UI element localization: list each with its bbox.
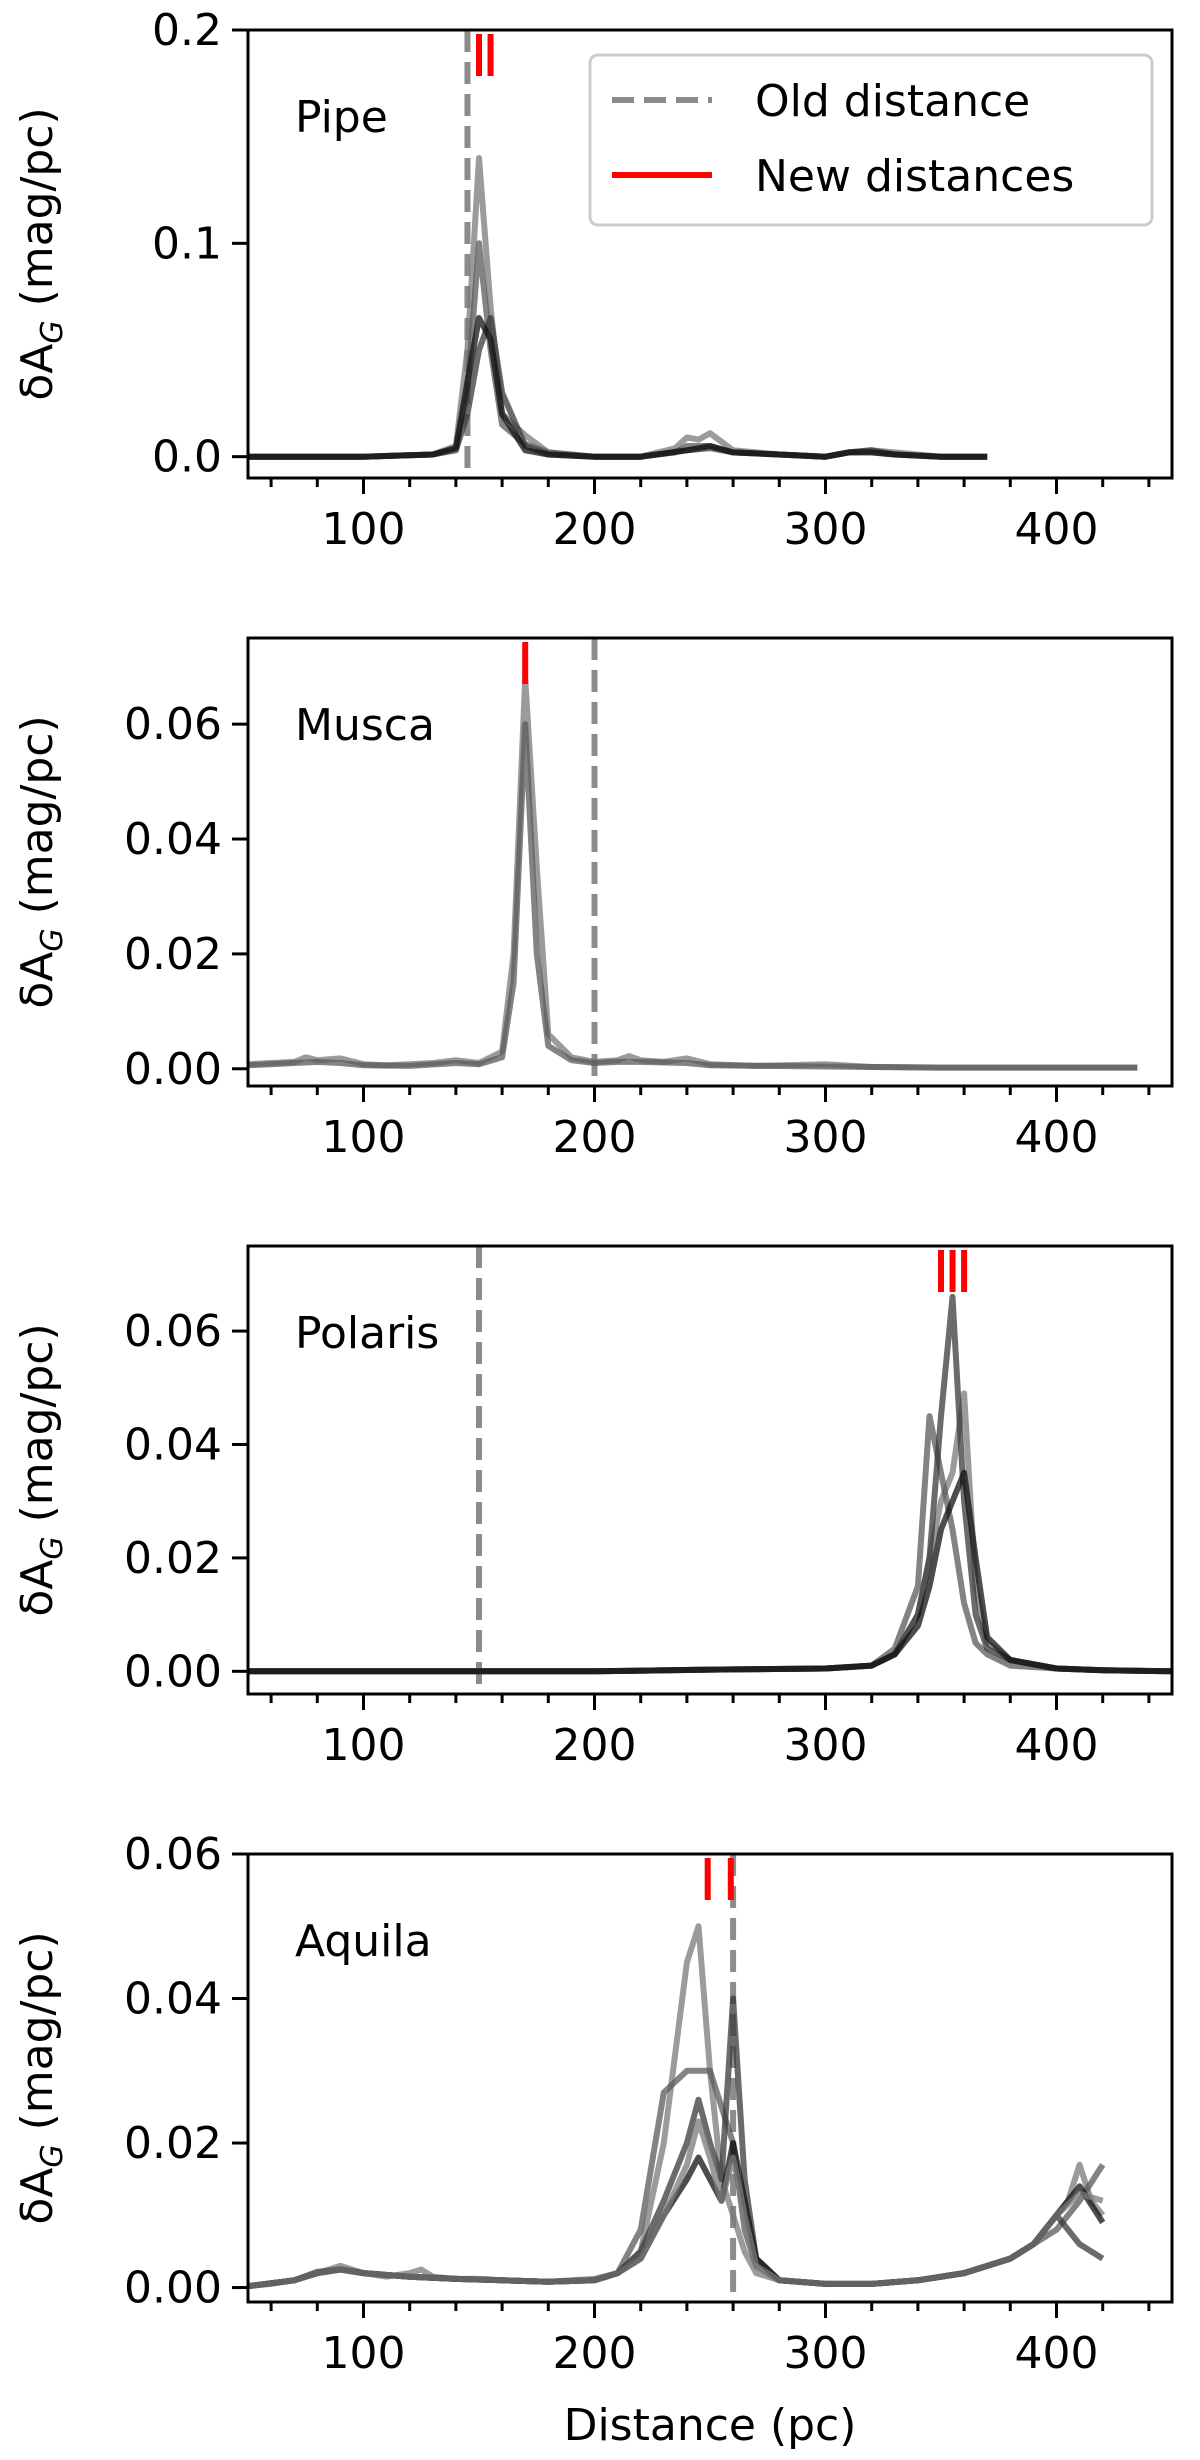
x-axis-label: Distance (pc) bbox=[564, 2400, 857, 2451]
profile-line-3 bbox=[248, 315, 988, 460]
plot-area bbox=[248, 1854, 1106, 2302]
axes-frame bbox=[246, 1852, 1174, 2304]
y-tick-label: 0.02 bbox=[124, 1533, 222, 1584]
panel-musca: 100 200 300 400 0.00 0.02 0.04 0.06 δAG (mag/pc)… bbox=[12, 636, 1174, 1163]
x-tick-label: 100 bbox=[322, 504, 406, 555]
y-tick-label: 0.04 bbox=[124, 1419, 222, 1470]
axes-frame bbox=[246, 1244, 1174, 1696]
profile-line-2 bbox=[248, 240, 988, 460]
y-tick-label: 0.00 bbox=[124, 1044, 222, 1095]
x-tick-label: 200 bbox=[553, 2328, 637, 2379]
y-tick-label: 0.04 bbox=[124, 1974, 222, 2025]
y-axis-label: δAG (mag/pc) bbox=[12, 107, 70, 400]
legend-new-label: New distances bbox=[755, 151, 1074, 202]
legend: Old distance New distances bbox=[588, 53, 1154, 227]
y-axis-label: δAG (mag/pc) bbox=[12, 715, 70, 1008]
panel-polaris: 100 200 300 400 0.00 0.02 0.04 0.06 δAG (mag/pc)… bbox=[12, 1244, 1174, 1771]
panel-pipe: 100 200 300 400 0.0 0.1 0.2 δAG (mag/pc) Pipe Old… bbox=[12, 5, 1174, 555]
y-tick-label: 0.00 bbox=[124, 1646, 222, 1697]
profile-line-4 bbox=[248, 315, 988, 460]
x-tick-label: 300 bbox=[784, 504, 868, 555]
axes-frame bbox=[246, 636, 1174, 1088]
plot-area bbox=[248, 1246, 1172, 1694]
x-tick-label: 100 bbox=[322, 1720, 406, 1771]
y-tick-label: 0.06 bbox=[124, 699, 222, 750]
panel-name-label: Aquila bbox=[295, 1916, 432, 1967]
y-tick-label: 0.06 bbox=[124, 1829, 222, 1880]
axes-frame bbox=[246, 28, 1174, 480]
x-tick-label: 100 bbox=[322, 1112, 406, 1163]
y-axis-label: δAG (mag/pc) bbox=[12, 1323, 70, 1616]
x-tick-label: 300 bbox=[784, 1112, 868, 1163]
y-tick-label: 0.00 bbox=[124, 2263, 222, 2314]
panel-name-label: Pipe bbox=[295, 92, 388, 143]
x-tick-label: 300 bbox=[784, 1720, 868, 1771]
y-tick-label: 0.1 bbox=[152, 218, 222, 269]
x-tick-label: 200 bbox=[553, 504, 637, 555]
profile-line-4 bbox=[248, 1469, 1172, 1675]
y-tick-label: 0.0 bbox=[152, 432, 222, 483]
y-tick-label: 0.04 bbox=[124, 814, 222, 865]
legend-box bbox=[588, 53, 1154, 227]
panel-name-label: Musca bbox=[295, 700, 435, 751]
profile-line-5 bbox=[248, 2118, 1104, 2290]
y-tick-label: 0.06 bbox=[124, 1306, 222, 1357]
panel-aquila: 100 200 300 400 0.00 0.02 0.04 0.06 δAG (mag/pc)… bbox=[12, 1829, 1174, 2451]
profile-line-1 bbox=[248, 1923, 1106, 2290]
x-tick-label: 100 bbox=[322, 2328, 406, 2379]
y-axis-label: δAG (mag/pc) bbox=[12, 1931, 70, 2224]
panel-name-label: Polaris bbox=[295, 1308, 439, 1359]
plot-area bbox=[248, 638, 1138, 1086]
x-tick-label: 200 bbox=[553, 1720, 637, 1771]
legend-old-label: Old distance bbox=[755, 76, 1030, 127]
x-tick-label: 300 bbox=[784, 2328, 868, 2379]
profile-line-2 bbox=[248, 721, 1138, 1071]
x-tick-label: 400 bbox=[1015, 504, 1099, 555]
x-tick-label: 400 bbox=[1015, 1112, 1099, 1163]
profile-line-2 bbox=[248, 1413, 1172, 1675]
y-tick-label: 0.02 bbox=[124, 2118, 222, 2169]
x-tick-label: 400 bbox=[1015, 1720, 1099, 1771]
x-tick-label: 400 bbox=[1015, 2328, 1099, 2379]
plot-area bbox=[248, 30, 988, 478]
y-tick-label: 0.02 bbox=[124, 929, 222, 980]
profile-line-1 bbox=[248, 1390, 1172, 1675]
x-tick-label: 200 bbox=[553, 1112, 637, 1163]
y-tick-label: 0.2 bbox=[152, 5, 222, 56]
